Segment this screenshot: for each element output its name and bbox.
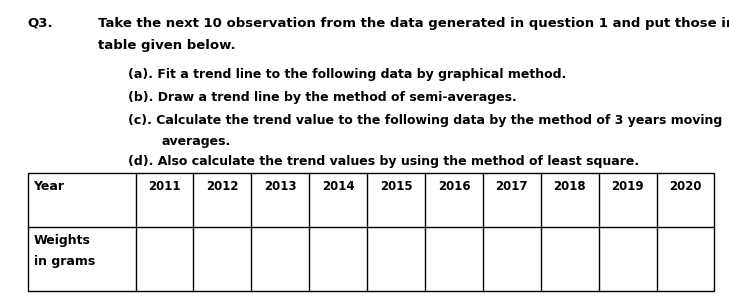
- Text: (a). Fit a trend line to the following data by graphical method.: (a). Fit a trend line to the following d…: [128, 68, 566, 81]
- Text: table given below.: table given below.: [98, 39, 236, 52]
- Text: 2013: 2013: [264, 180, 297, 193]
- Text: 2020: 2020: [669, 180, 702, 193]
- Text: 2014: 2014: [322, 180, 354, 193]
- Text: 2016: 2016: [437, 180, 470, 193]
- Text: (d). Also calculate the trend values by using the method of least square.: (d). Also calculate the trend values by …: [128, 155, 639, 168]
- Text: (c). Calculate the trend value to the following data by the method of 3 years mo: (c). Calculate the trend value to the fo…: [128, 114, 722, 127]
- Text: Take the next 10 observation from the data generated in question 1 and put those: Take the next 10 observation from the da…: [98, 17, 729, 30]
- Bar: [28, 173, 714, 291]
- Text: (b). Draw a trend line by the method of semi-averages.: (b). Draw a trend line by the method of …: [128, 91, 516, 104]
- Text: averages.: averages.: [162, 135, 231, 148]
- Text: in grams: in grams: [34, 255, 95, 268]
- Text: 2019: 2019: [612, 180, 644, 193]
- Text: Year: Year: [34, 180, 65, 193]
- Text: 2015: 2015: [380, 180, 413, 193]
- Text: 2018: 2018: [553, 180, 586, 193]
- Text: Q3.: Q3.: [28, 17, 53, 30]
- Text: 2017: 2017: [496, 180, 528, 193]
- Text: 2011: 2011: [148, 180, 181, 193]
- Text: 2012: 2012: [206, 180, 238, 193]
- Text: Weights: Weights: [34, 234, 90, 247]
